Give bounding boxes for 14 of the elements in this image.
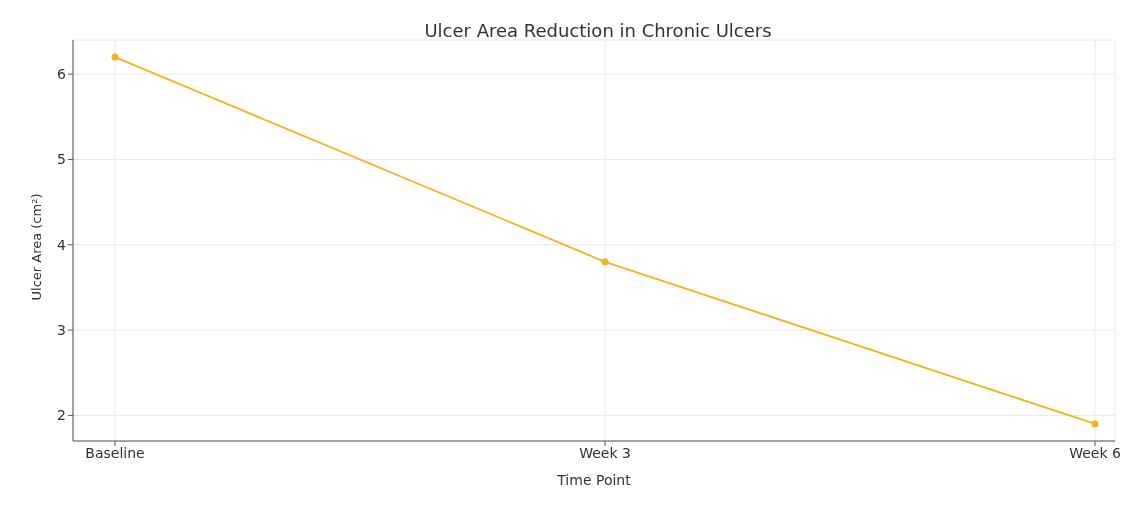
- x-axis-title: Time Point: [556, 472, 632, 488]
- x-tick-label: Baseline: [85, 444, 145, 461]
- y-tick-label: 2: [57, 407, 66, 424]
- y-tick-label: 4: [57, 236, 67, 253]
- y-tick-label: 5: [57, 151, 66, 168]
- y-tick-label: 3: [57, 322, 66, 339]
- y-axis-title: Ulcer Area (cm²): [28, 193, 44, 301]
- point: [601, 258, 609, 266]
- point: [111, 53, 119, 61]
- point: [1091, 420, 1099, 428]
- y-tick-label: 6: [57, 66, 67, 83]
- chart-title: Ulcer Area Reduction in Chronic Ulcers: [423, 20, 773, 41]
- x-tick-label: Week 6: [1069, 444, 1121, 461]
- x-tick-label: Week 3: [579, 444, 631, 461]
